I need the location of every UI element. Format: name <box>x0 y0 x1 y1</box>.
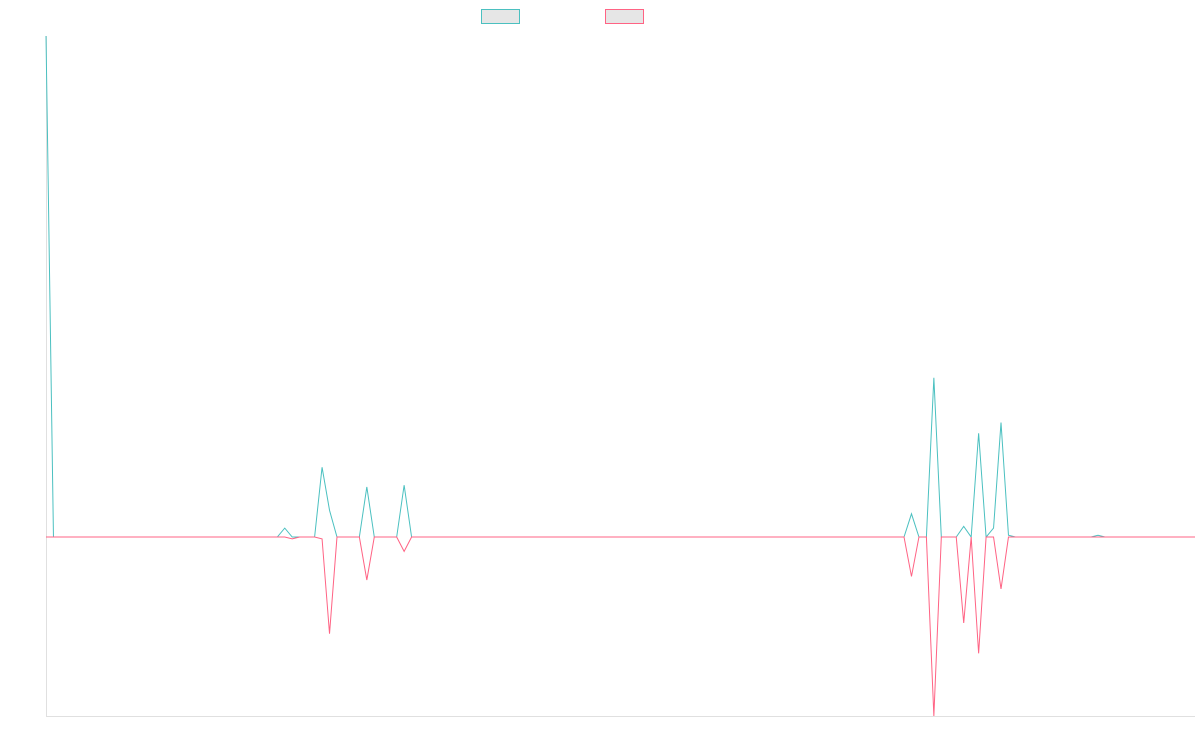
series-1-line <box>45 35 1195 539</box>
series-1 <box>45 35 1195 539</box>
series-layer <box>45 35 1195 717</box>
legend-swatch-series-1[interactable] <box>481 9 520 24</box>
legend-swatch-series-2[interactable] <box>605 9 644 24</box>
series-2-line <box>46 536 1195 717</box>
chart-axes <box>46 36 1195 717</box>
series-2 <box>46 536 1195 717</box>
